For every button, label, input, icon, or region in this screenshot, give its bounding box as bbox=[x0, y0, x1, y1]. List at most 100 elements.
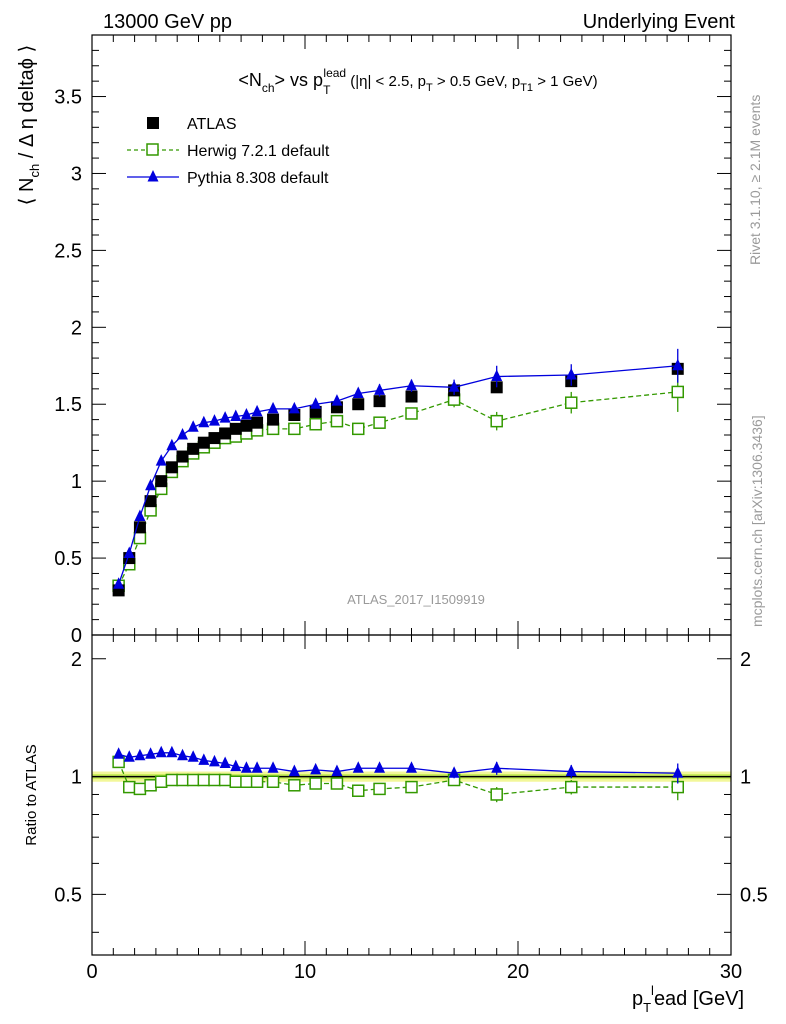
legend-label-herwig: Herwig 7.2.1 default bbox=[187, 143, 330, 160]
pythia-point bbox=[123, 546, 135, 558]
main-panel-data bbox=[112, 348, 684, 597]
legend: ATLAS Herwig 7.2.1 default Pythia 8.308 … bbox=[127, 116, 330, 187]
legend-entry-atlas: ATLAS bbox=[147, 116, 237, 133]
pythia-point bbox=[219, 411, 231, 423]
atlas-point bbox=[144, 495, 157, 508]
ratio-pythia-point bbox=[491, 761, 503, 773]
pythia-point bbox=[166, 438, 178, 451]
ratio-herwig-point bbox=[330, 777, 344, 790]
pythia-point bbox=[251, 404, 263, 417]
atlas-point bbox=[373, 395, 386, 408]
pythia-point bbox=[352, 386, 364, 398]
ratio-herwig-point bbox=[229, 775, 243, 788]
ratio-herwig-point bbox=[165, 773, 179, 787]
main-y-tick-label: 0.5 bbox=[54, 548, 82, 570]
ratio-y-tick-label-right: 0.5 bbox=[740, 884, 768, 906]
ratio-pythia-point bbox=[219, 756, 231, 768]
herwig-point bbox=[565, 396, 578, 409]
plot-title: <Nch> vs pTlead (|η| < 2.5, pT > 0.5 GeV… bbox=[238, 66, 597, 97]
legend-marker-atlas bbox=[147, 117, 159, 129]
ratio-herwig-point bbox=[154, 775, 168, 788]
atlas-point bbox=[133, 521, 146, 534]
atlas-point bbox=[165, 461, 178, 474]
ratio-herwig-point bbox=[266, 775, 280, 788]
herwig-point bbox=[133, 531, 147, 545]
atlas-point bbox=[229, 422, 242, 435]
x-tick-label: 20 bbox=[507, 961, 529, 983]
atlas-point bbox=[219, 427, 232, 440]
herwig-point bbox=[309, 417, 322, 431]
main-y-tick-label: 2 bbox=[71, 317, 82, 339]
pythia-line bbox=[118, 365, 678, 585]
pythia-point bbox=[134, 509, 146, 522]
ratio-pythia-point bbox=[166, 745, 178, 758]
ratio-pythia-point bbox=[448, 766, 460, 778]
main-y-tick-label: 0 bbox=[71, 625, 82, 647]
ratio-pythia-point bbox=[113, 747, 125, 759]
pythia-point bbox=[331, 394, 343, 406]
ratio-y-tick-label: 1 bbox=[71, 767, 82, 789]
ratio-herwig-point bbox=[352, 784, 365, 797]
atlas-point bbox=[155, 475, 168, 488]
ratio-pythia-point bbox=[310, 762, 322, 775]
header-right: Underlying Event bbox=[583, 11, 736, 33]
ratio-pythia-point bbox=[187, 750, 199, 762]
atlas-point bbox=[187, 442, 200, 455]
herwig-point bbox=[671, 385, 684, 399]
ratio-pythia-point bbox=[155, 745, 167, 758]
atlas-point bbox=[251, 416, 264, 429]
pythia-point bbox=[565, 368, 577, 380]
herwig-point bbox=[373, 416, 386, 429]
atlas-point bbox=[405, 390, 418, 403]
ratio-pythia-point bbox=[240, 761, 252, 773]
herwig-point bbox=[288, 422, 301, 436]
ratio-pythia-point bbox=[406, 761, 417, 773]
main-y-tick-label: 3 bbox=[71, 163, 82, 185]
ratio-pythia-point bbox=[123, 750, 135, 762]
atlas-point bbox=[176, 450, 189, 463]
ratio-herwig-point bbox=[144, 779, 157, 792]
atlas-point bbox=[267, 413, 280, 426]
atlas-point bbox=[208, 432, 221, 445]
atlas-point bbox=[309, 405, 322, 418]
pythia-point bbox=[374, 383, 386, 395]
ratio-herwig-point bbox=[490, 788, 503, 801]
ratio-pythia-point bbox=[331, 764, 343, 777]
pythia-point bbox=[145, 478, 157, 491]
ratio-y-tick-label-right: 1 bbox=[740, 767, 751, 789]
ratio-pythia-point bbox=[177, 748, 189, 761]
pythia-point bbox=[198, 415, 210, 428]
ratio-y-axis-label: Ratio to ATLAS bbox=[23, 744, 40, 845]
ratio-y-tick-label-right: 2 bbox=[740, 649, 751, 671]
herwig-point bbox=[352, 422, 365, 436]
ratio-pythia-point bbox=[230, 759, 242, 772]
legend-entry-herwig: Herwig 7.2.1 default bbox=[127, 143, 330, 160]
ratio-herwig-point bbox=[133, 782, 147, 796]
ratio-pythia-point bbox=[672, 766, 684, 778]
legend-label-atlas: ATLAS bbox=[187, 116, 237, 133]
ratio-herwig-point bbox=[186, 773, 200, 787]
ratio-y-tick-label: 2 bbox=[71, 649, 82, 671]
pythia-point bbox=[288, 401, 300, 414]
main-y-tick-label: 3.5 bbox=[54, 87, 82, 109]
pythia-point bbox=[672, 358, 684, 371]
ratio-pythia-point bbox=[374, 761, 386, 773]
ratio-herwig-point bbox=[197, 773, 211, 787]
x-tick-label: 10 bbox=[294, 961, 316, 983]
ratio-herwig-point bbox=[565, 780, 578, 794]
ratio-pythia-point bbox=[145, 747, 157, 759]
pythia-point bbox=[240, 408, 252, 420]
ratio-pythia-point bbox=[288, 764, 300, 777]
atlas-point bbox=[123, 552, 136, 565]
ratio-panel-data bbox=[112, 745, 684, 803]
pythia-point bbox=[113, 577, 125, 589]
pythia-point bbox=[208, 414, 220, 426]
ratio-pythia-point bbox=[267, 761, 279, 773]
x-tick-label: 30 bbox=[720, 961, 742, 983]
ratio-herwig-point bbox=[250, 775, 264, 788]
legend-label-pythia: Pythia 8.308 default bbox=[187, 170, 329, 187]
atlas-point bbox=[352, 398, 365, 411]
pythia-point bbox=[267, 401, 279, 414]
main-y-axis-label: ⟨ Nch / Δ η deltaϕ ⟩ bbox=[16, 45, 42, 206]
ratio-y-tick-label: 0.5 bbox=[54, 884, 82, 906]
